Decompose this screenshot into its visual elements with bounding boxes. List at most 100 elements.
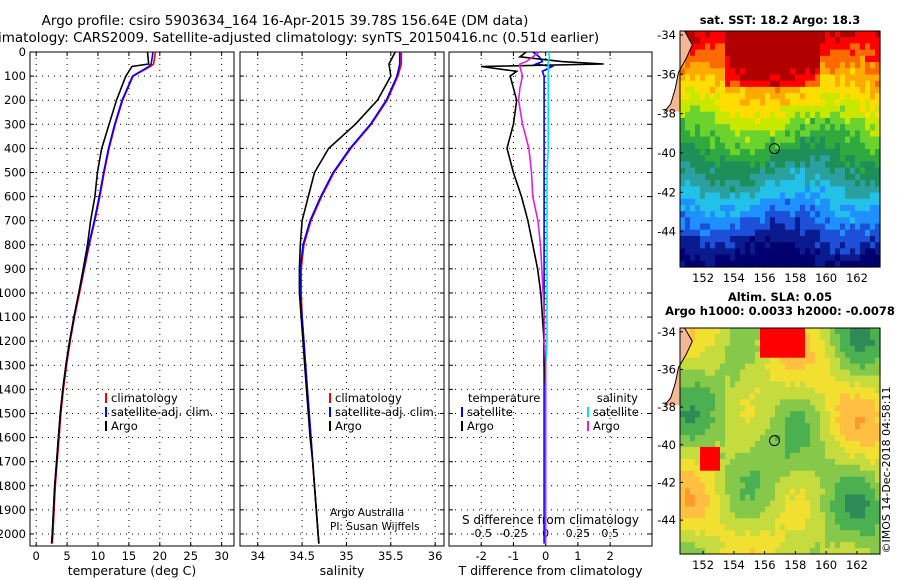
- map-cell: [680, 111, 686, 119]
- map-cell: [835, 37, 841, 45]
- map-cell: [690, 423, 696, 430]
- map-cell: [715, 136, 721, 144]
- map-cell: [690, 180, 696, 187]
- map-cell: [715, 500, 721, 508]
- map-cell: [770, 458, 776, 466]
- map-cell: [695, 37, 701, 45]
- map-cell: [775, 488, 781, 496]
- map-cell: [865, 155, 871, 163]
- map-cell: [715, 518, 721, 525]
- map-cell: [735, 86, 741, 94]
- map-cell: [875, 494, 881, 502]
- map-cell: [740, 464, 746, 472]
- map-cell: [785, 229, 791, 237]
- map-cell: [705, 192, 711, 200]
- map-cell: [725, 339, 731, 347]
- map-cell: [870, 223, 876, 231]
- map-cell: [695, 441, 701, 448]
- map-cell: [875, 411, 881, 418]
- map-cell: [745, 381, 751, 389]
- map-cell: [775, 446, 781, 454]
- map-cell: [870, 68, 876, 76]
- map-cell: [820, 68, 826, 76]
- map-cell: [815, 411, 821, 418]
- map-cell: [800, 180, 806, 187]
- map-cell: [820, 411, 826, 418]
- map-cell: [765, 62, 771, 69]
- map-cell: [750, 37, 756, 45]
- map-cell: [865, 536, 871, 543]
- map-cell: [815, 488, 821, 496]
- map-cell: [840, 435, 846, 442]
- map-cell: [855, 387, 861, 395]
- map-cell: [710, 381, 716, 389]
- map-cell: [805, 464, 811, 472]
- map-cell: [680, 494, 686, 502]
- map-cell: [830, 494, 836, 502]
- map-cell: [855, 518, 861, 525]
- map-cell: [720, 464, 726, 472]
- legend-header: temperature: [468, 391, 540, 405]
- map-cell: [840, 155, 846, 163]
- map-cell: [795, 198, 801, 206]
- map-cell: [835, 405, 841, 412]
- map-cell: [870, 74, 876, 82]
- map-cell: [850, 423, 856, 430]
- map-cell: [760, 192, 766, 200]
- map-cell: [825, 405, 831, 412]
- map-cell: [775, 86, 781, 94]
- map-cell: [695, 524, 701, 531]
- map-cell: [755, 435, 761, 442]
- map-cell: [845, 530, 851, 537]
- map-cell: [865, 357, 871, 365]
- map-cell: [730, 43, 736, 51]
- map-cell: [725, 105, 731, 113]
- map-cell: [680, 74, 686, 82]
- map-cell: [780, 180, 786, 187]
- map-cell: [760, 149, 766, 156]
- map-cell: [780, 55, 786, 63]
- map-cell: [860, 476, 866, 484]
- map-cell: [800, 248, 806, 256]
- map-cell: [755, 506, 761, 513]
- map-cell: [760, 111, 766, 119]
- map-cell: [835, 111, 841, 119]
- map-cell: [710, 452, 716, 460]
- map-cell: [695, 80, 701, 88]
- map-cell: [835, 211, 841, 218]
- map-cell: [760, 93, 766, 100]
- map-cell: [835, 173, 841, 181]
- map-cell: [815, 452, 821, 460]
- map-cell: [800, 211, 806, 218]
- map-cell: [700, 446, 706, 454]
- map-cell: [875, 441, 881, 448]
- map-cell: [800, 375, 806, 383]
- map-cell: [715, 524, 721, 531]
- series-line-0: [532, 51, 555, 544]
- map-cell: [825, 86, 831, 94]
- map-cell: [770, 381, 776, 389]
- map-cell: [695, 423, 701, 430]
- map-cell: [760, 254, 766, 262]
- map-cell: [765, 74, 771, 82]
- map-cell: [835, 167, 841, 175]
- map-cell: [860, 446, 866, 454]
- map-cell: [720, 43, 726, 51]
- map-cell: [690, 345, 696, 353]
- map-cell: [740, 217, 746, 225]
- map-cell: [730, 435, 736, 442]
- map-cell: [765, 476, 771, 484]
- map-cell: [815, 149, 821, 156]
- map-cell: [815, 518, 821, 525]
- map-cell: [690, 387, 696, 395]
- map-cell: [875, 405, 881, 412]
- map-cell: [690, 161, 696, 169]
- map-cell: [750, 74, 756, 82]
- map-cell: [725, 68, 731, 76]
- map-cell: [765, 31, 771, 38]
- map-cell: [700, 235, 706, 243]
- map-cell: [755, 111, 761, 119]
- map-cell: [760, 248, 766, 256]
- map-cell: [860, 49, 866, 57]
- map-cell: [730, 441, 736, 448]
